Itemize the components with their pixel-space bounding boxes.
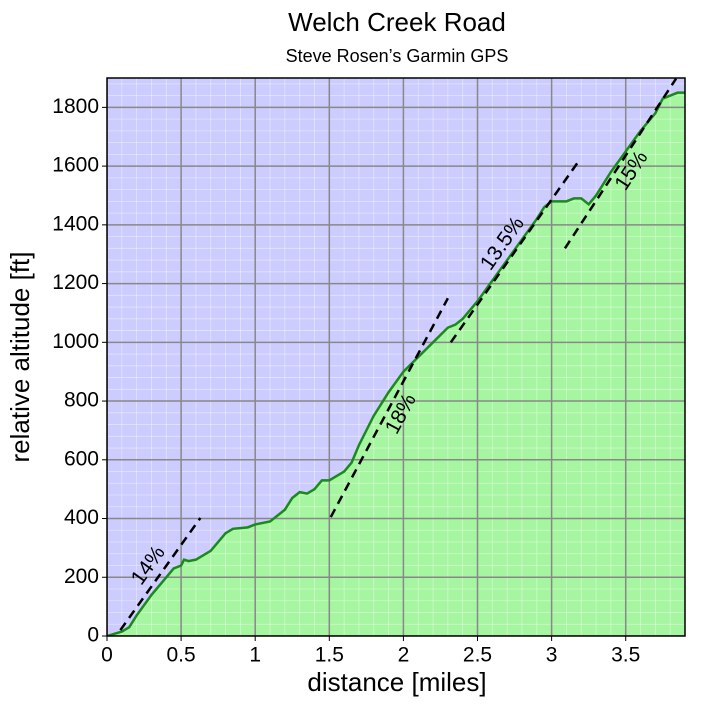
x-tick-label: 3	[546, 644, 558, 667]
y-tick-label: 200	[64, 565, 99, 588]
x-tick-label: 1	[249, 644, 261, 667]
y-tick-label: 400	[64, 506, 99, 529]
chart-subtitle: Steve Rosen’s Garmin GPS	[286, 46, 509, 66]
chart-title: Welch Creek Road	[288, 7, 506, 37]
x-tick-label: 3.5	[611, 644, 640, 667]
x-tick-label: 0	[101, 644, 113, 667]
y-tick-label: 1000	[52, 330, 99, 353]
y-tick-label: 1800	[52, 95, 99, 118]
x-tick-label: 0.5	[167, 644, 196, 667]
area	[107, 92, 685, 636]
y-tick-label: 800	[64, 389, 99, 412]
y-tick-label: 1600	[52, 154, 99, 177]
grade-line	[563, 78, 678, 250]
y-tick-label: 1400	[52, 212, 99, 235]
plot-frame	[106, 77, 686, 637]
y-tick-label: 0	[87, 624, 99, 647]
line	[107, 91, 685, 636]
x-tick-label: 1.5	[315, 644, 344, 667]
plot	[107, 78, 685, 636]
x-axis-label: distance [miles]	[307, 667, 486, 697]
x-tick-label: 2.5	[463, 644, 492, 667]
x-tick-label: 2	[398, 644, 410, 667]
y-tick-label: 600	[64, 447, 99, 470]
grade-line	[329, 297, 449, 518]
grade-line	[119, 517, 202, 631]
grade-line	[449, 160, 580, 344]
y-tick-label: 1200	[52, 271, 99, 294]
y-axis-label: relative altitude [ft]	[5, 252, 35, 463]
